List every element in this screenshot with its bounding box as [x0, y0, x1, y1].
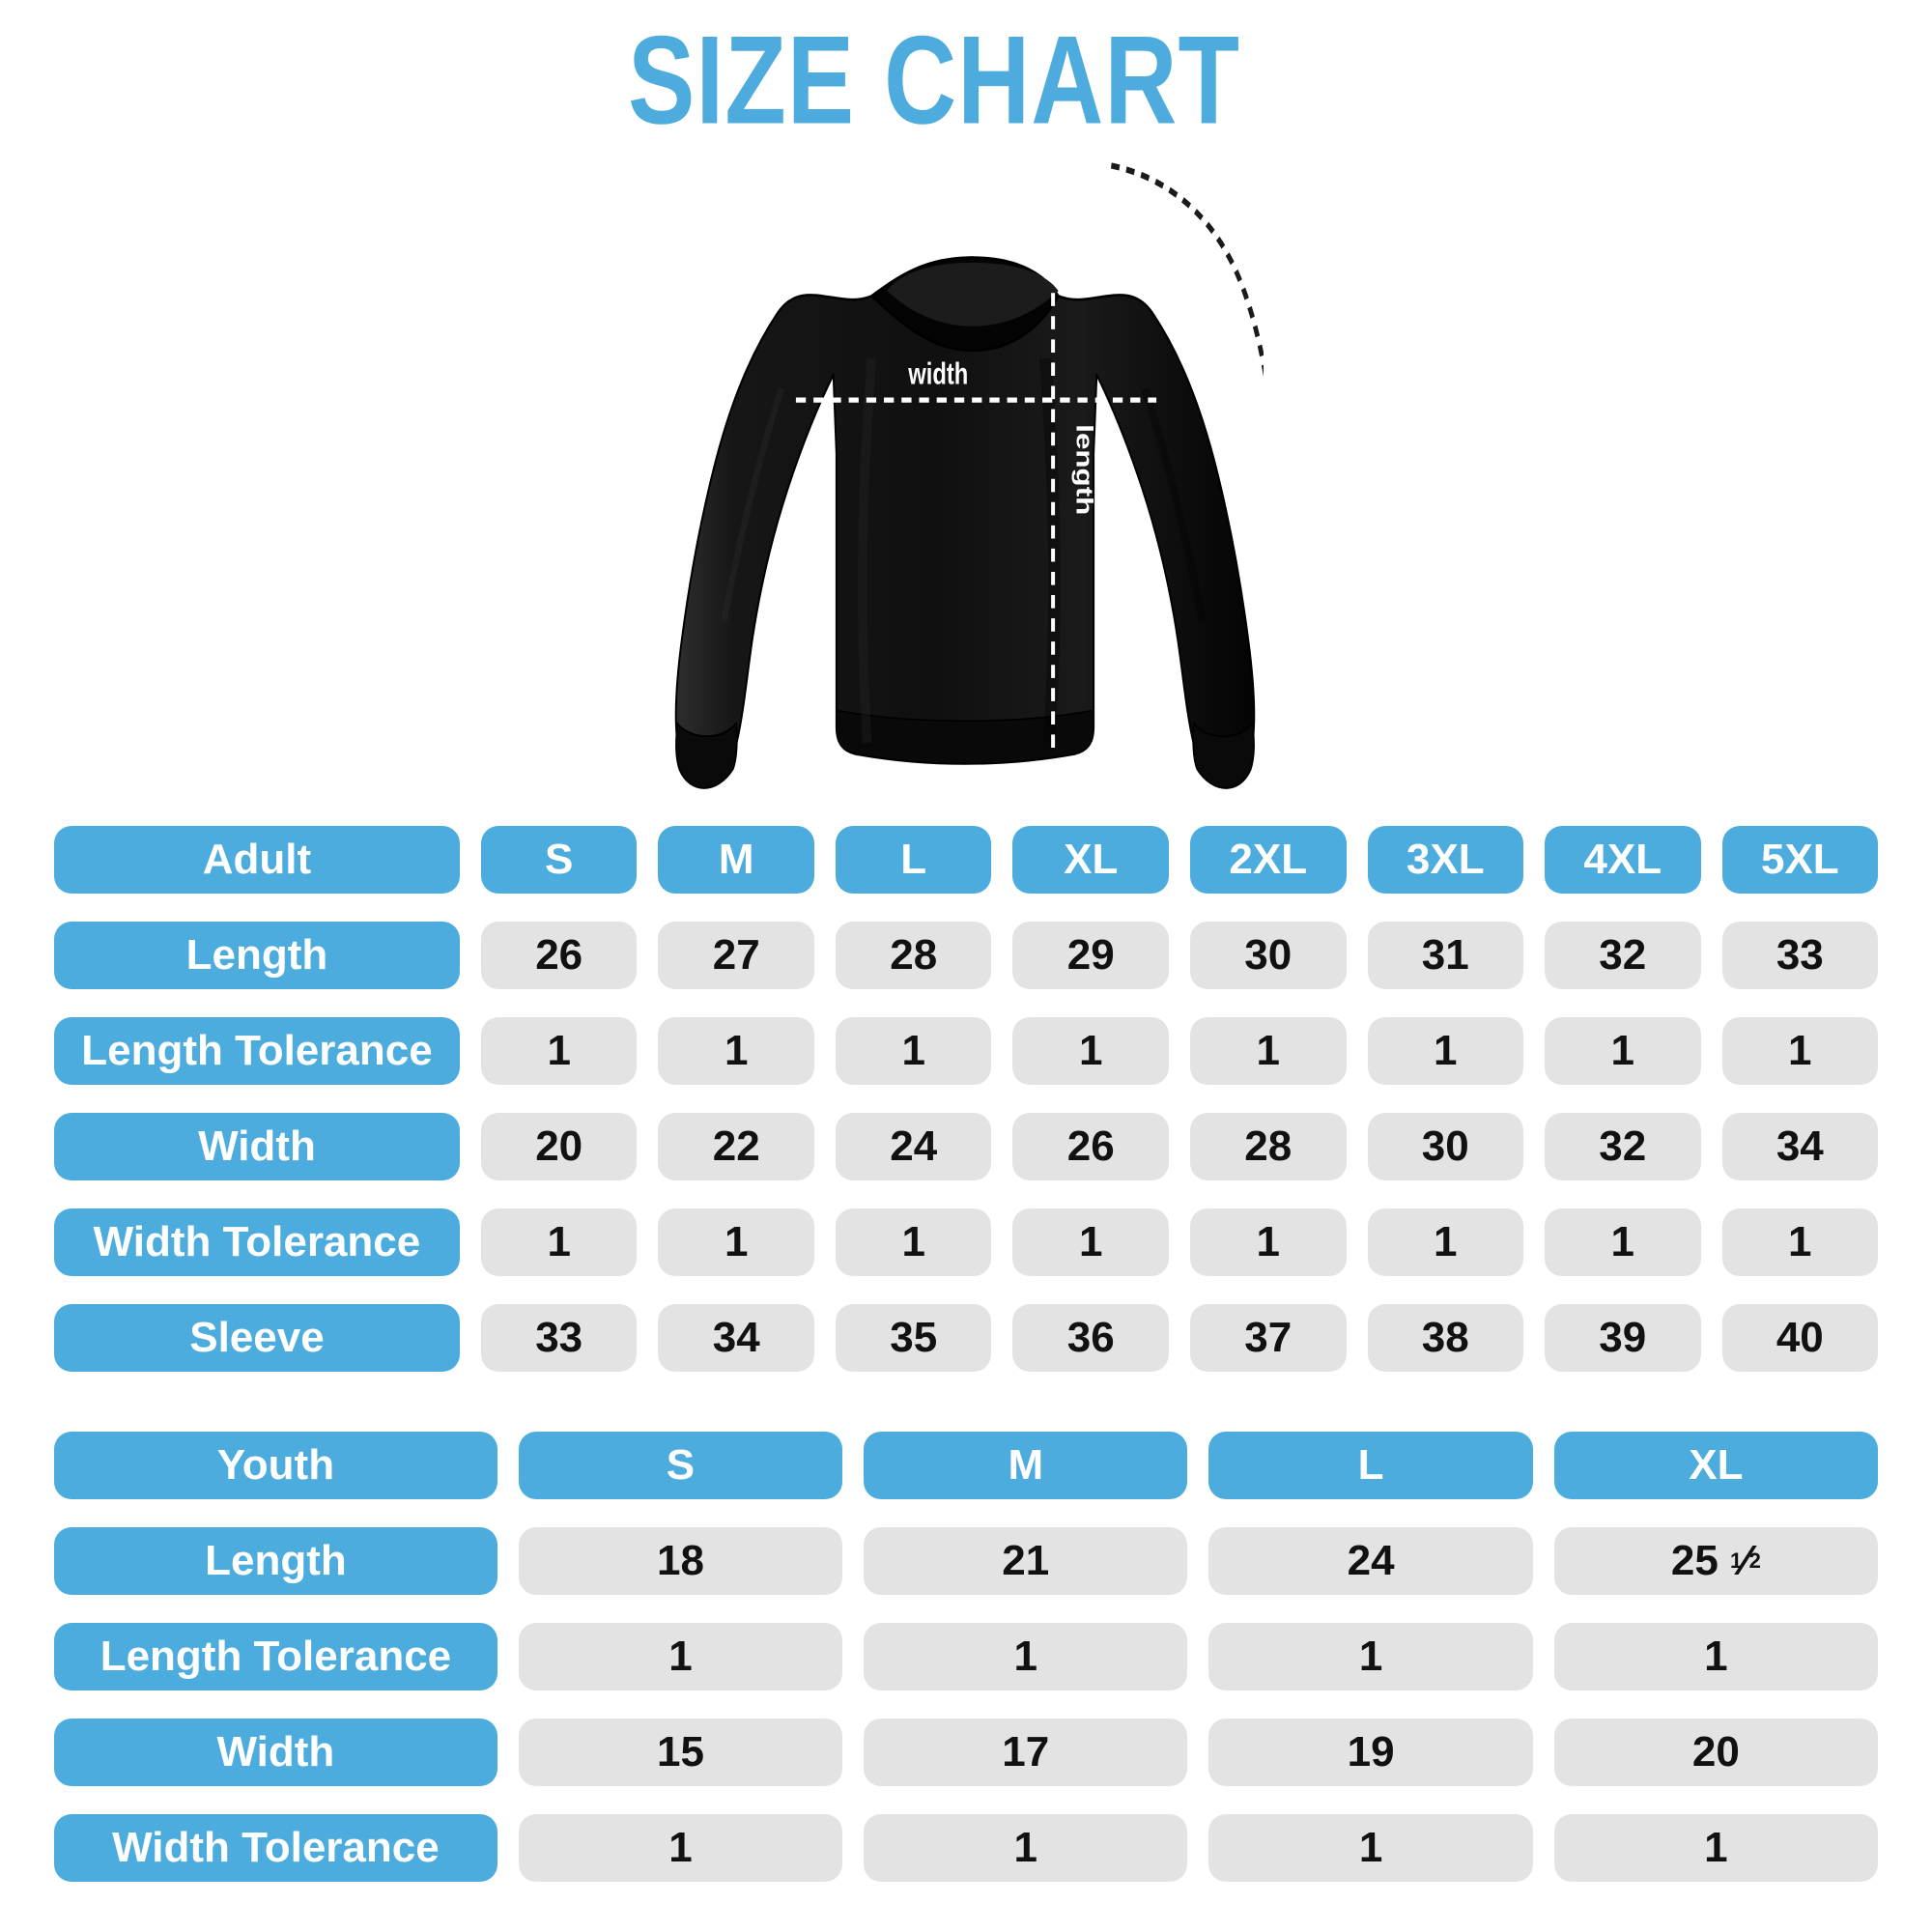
svg-text:width: width: [907, 356, 968, 390]
svg-text:length: length: [1072, 424, 1097, 515]
